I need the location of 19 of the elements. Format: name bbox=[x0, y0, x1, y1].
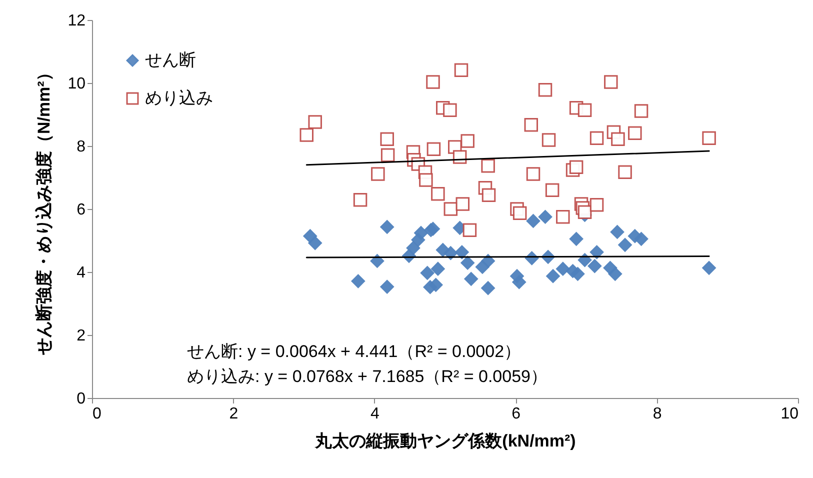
x-tick-label: 4 bbox=[370, 406, 380, 422]
y-tick-label: 10 bbox=[68, 76, 86, 92]
y-tick-label: 2 bbox=[76, 328, 86, 344]
legend-label: めり込み bbox=[145, 88, 213, 108]
y-tick-label: 6 bbox=[76, 202, 86, 218]
y-axis-title: せん断強度・めり込み強度（N/mm²） bbox=[34, 64, 54, 356]
x-tick-label: 0 bbox=[92, 406, 102, 422]
x-tick-label: 6 bbox=[512, 406, 521, 422]
legend-label: せん断 bbox=[145, 50, 196, 70]
y-tick-label: 4 bbox=[76, 264, 86, 282]
x-tick-label: 8 bbox=[652, 406, 662, 422]
x-axis-title: 丸太の縦振動ヤング係数(kN/mm²) bbox=[314, 432, 576, 450]
y-tick-label: 0 bbox=[76, 390, 86, 408]
y-tick-label: 8 bbox=[76, 138, 86, 156]
x-tick-label: 2 bbox=[229, 406, 238, 422]
annotation: せん断: y = 0.0064x + 4.441（R² = 0.0002） bbox=[187, 342, 522, 361]
x-tick-label: 10 bbox=[780, 406, 799, 422]
y-tick-label: 12 bbox=[68, 12, 86, 30]
annotation: めり込み: y = 0.0768x + 7.1685（R² = 0.0059） bbox=[187, 367, 548, 386]
